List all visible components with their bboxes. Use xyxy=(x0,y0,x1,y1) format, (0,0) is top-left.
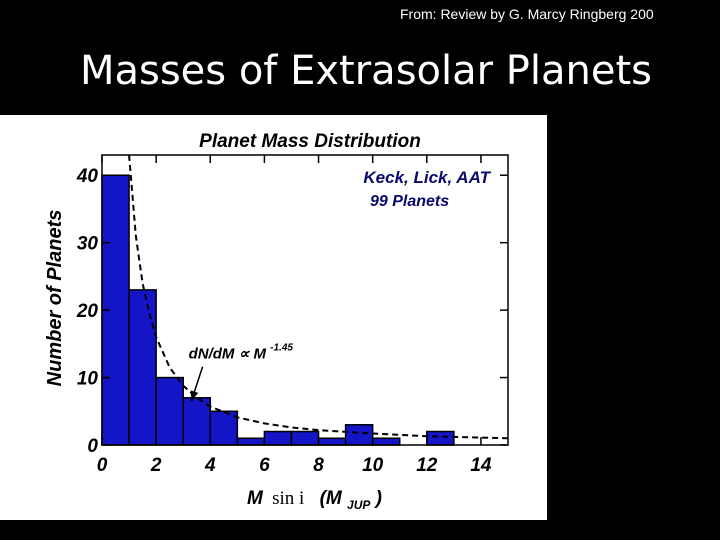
histogram-bar-2 xyxy=(155,376,184,446)
x-label-sin: sin i xyxy=(272,488,304,509)
histogram-chart: Planet Mass Distribution Number of Plane… xyxy=(44,131,509,514)
histogram-bar-7 xyxy=(290,430,320,446)
svg-text:dN/dM ∝ M -1.45: dN/dM ∝ M -1.45 xyxy=(189,343,294,363)
histogram-bar-1 xyxy=(128,289,157,446)
x-tick-label: 6 xyxy=(259,455,270,476)
x-tick-label: 14 xyxy=(470,455,492,476)
y-tick-label: 30 xyxy=(77,234,99,255)
histogram-bar-5 xyxy=(236,437,266,446)
annotation-formula: dN/dM ∝ M xyxy=(189,346,267,363)
y-tick-label: 40 xyxy=(76,166,99,187)
slide-title: Masses of Extrasolar Planets xyxy=(79,48,653,94)
x-label-unit-open: (M xyxy=(320,488,343,509)
y-tick-label: 20 xyxy=(76,301,99,322)
x-label-unit-close: ) xyxy=(374,488,382,509)
x-tick-label: 8 xyxy=(313,455,324,476)
histogram-bar-8 xyxy=(317,437,347,446)
y-axis-label: Number of Planets xyxy=(44,210,66,387)
y-tick-label: 10 xyxy=(77,369,99,390)
x-tick-label: 0 xyxy=(97,455,108,476)
histogram-bar-4 xyxy=(209,410,239,446)
legend-planet-count: 99 Planets xyxy=(370,193,449,210)
fit-annotation: dN/dM ∝ M -1.45 xyxy=(189,343,294,402)
histogram-bar-9 xyxy=(344,424,374,446)
chart-title: Planet Mass Distribution xyxy=(199,131,421,152)
power-law-fit-curve xyxy=(128,154,509,440)
histogram-bar-10 xyxy=(371,437,401,446)
x-label-unit-sub: JUP xyxy=(347,498,371,512)
x-tick-label: 4 xyxy=(204,455,216,476)
x-label-m: M xyxy=(247,488,264,509)
y-tick-label: 0 xyxy=(87,436,98,457)
x-tick-label: 12 xyxy=(416,455,438,476)
chart-figure: Planet Mass Distribution Number of Plane… xyxy=(0,115,547,520)
x-axis-label: M sin i (M JUP ) xyxy=(247,488,382,514)
annotation-arrow-head xyxy=(190,390,199,402)
histogram-bar-6 xyxy=(263,430,293,446)
x-tick-label: 2 xyxy=(150,455,162,476)
source-note: From: Review by G. Marcy Ringberg 200 xyxy=(400,6,654,22)
annotation-exponent: -1.45 xyxy=(270,343,293,354)
plot-frame xyxy=(101,154,509,446)
legend-surveys: Keck, Lick, AAT xyxy=(363,168,491,187)
histogram-bar-11 xyxy=(426,430,455,446)
x-tick-label: 10 xyxy=(362,455,384,476)
